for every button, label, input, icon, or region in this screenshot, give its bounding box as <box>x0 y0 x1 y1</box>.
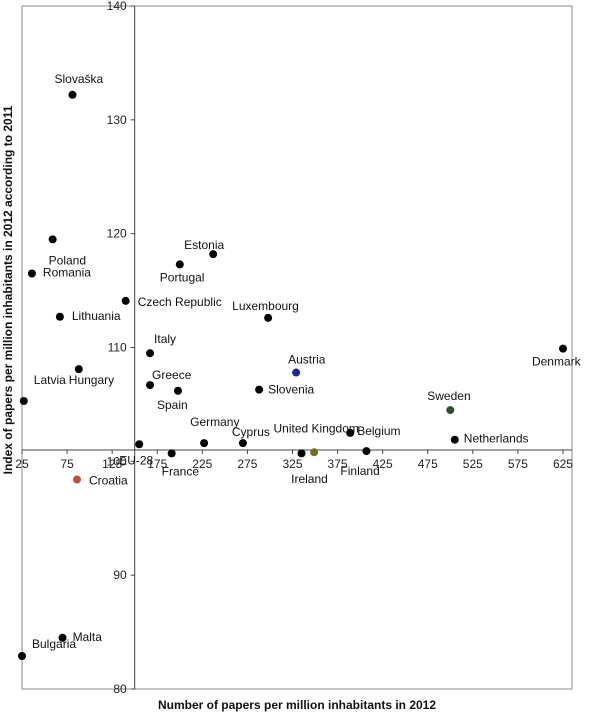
data-point-netherlands <box>450 435 459 444</box>
point-label-austria: Austria <box>288 353 326 367</box>
point-label-estonia: Estonia <box>184 238 224 252</box>
data-point-latvia <box>19 397 28 406</box>
plot-area-border <box>21 5 573 690</box>
point-label-croatia: Croatia <box>89 474 128 488</box>
x-tick-label: 575 <box>508 457 528 471</box>
point-label-cyprus: Cyprus <box>232 425 270 439</box>
point-label-poland: Poland <box>49 253 86 267</box>
data-point-france <box>167 449 176 458</box>
point-label-bulgaria: Bulgaria <box>32 637 76 651</box>
x-tick-label: 275 <box>237 457 257 471</box>
x-tick-label: 375 <box>328 457 348 471</box>
data-point-malta <box>58 633 67 642</box>
y-tick-label: 110 <box>108 341 127 355</box>
point-label-germany: Germany <box>190 415 239 429</box>
data-point-italy <box>146 349 155 358</box>
data-point-slovenia <box>255 385 264 394</box>
data-point-cyprus <box>238 439 247 448</box>
y-axis-title: Index of papers per million inhabitants … <box>1 105 15 474</box>
data-point-luxembourg <box>264 313 273 322</box>
point-label-belgium: Belgium <box>357 424 400 438</box>
data-point-greece <box>146 381 155 390</box>
data-point-bulgaria <box>18 651 26 660</box>
x-tick-label: 625 <box>553 457 573 471</box>
point-label-spain: Spain <box>157 398 188 412</box>
point-label-united-kingdom: United Kingdom <box>274 421 359 435</box>
data-point-czech-republic <box>121 296 130 305</box>
data-point-hungary <box>74 365 83 374</box>
point-label-slova-ka: Slovaška <box>54 72 103 86</box>
x-tick-label: 175 <box>147 457 167 471</box>
data-point-romania <box>27 269 36 278</box>
point-label-malta: Malta <box>73 630 103 644</box>
point-label-lithuania: Lithuania <box>72 309 121 323</box>
data-point-ireland <box>310 448 319 457</box>
data-point-portugal <box>175 260 184 269</box>
data-point-germany <box>200 439 209 448</box>
y-tick-label: 140 <box>107 0 127 13</box>
point-label-finland: Finland <box>340 464 379 478</box>
y-tick-label: 120 <box>107 227 127 241</box>
data-point-eu-28 <box>135 440 144 449</box>
data-points <box>18 90 567 660</box>
data-point-croatia <box>73 475 81 484</box>
data-point-belgium <box>346 428 355 437</box>
point-label-portugal: Portugal <box>160 270 205 284</box>
point-label-greece: Greece <box>152 368 192 382</box>
x-axis-ticks: 25 75 125 175 225 275 325 375 425 475 525 575 625 <box>15 449 573 471</box>
y-tick-label: 100 <box>107 454 127 468</box>
point-label-denmark: Denmark <box>532 355 582 369</box>
data-point-austria <box>292 368 301 377</box>
point-label-romania: Romania <box>43 266 91 280</box>
data-point-united-kingdom <box>297 449 306 458</box>
data-point-denmark <box>558 344 567 353</box>
data-point-poland <box>48 235 57 244</box>
point-label-france: France <box>162 464 200 478</box>
y-tick-label: 80 <box>113 682 127 696</box>
point-label-ireland: Ireland <box>291 472 328 486</box>
data-point-slova-ka <box>68 90 77 99</box>
y-axis-ticks: 80 90 100 110 120 130 140 <box>107 0 135 696</box>
x-tick-label: 475 <box>418 457 438 471</box>
point-label-slovenia: Slovenia <box>268 383 314 397</box>
x-tick-label: 525 <box>463 457 483 471</box>
point-label-latvia: Latvia <box>34 373 66 387</box>
point-label-eu-28: EU-28 <box>119 453 153 467</box>
x-tick-label: 125 <box>102 457 122 471</box>
data-point-sweden <box>446 406 455 415</box>
x-tick-label: 25 <box>15 457 29 471</box>
point-label-netherlands: Netherlands <box>464 432 529 446</box>
x-tick-label: 75 <box>60 457 74 471</box>
point-label-hungary: Hungary <box>69 373 114 387</box>
x-tick-label: 425 <box>373 457 393 471</box>
point-label-sweden: Sweden <box>427 389 470 403</box>
x-tick-label: 325 <box>282 457 302 471</box>
point-label-luxembourg: Luxembourg <box>232 299 299 313</box>
data-point-finland <box>362 447 371 456</box>
data-point-spain <box>173 386 182 395</box>
data-point-estonia <box>209 250 218 259</box>
point-label-czech-republic: Czech Republic <box>138 295 222 309</box>
y-tick-label: 90 <box>113 568 127 582</box>
point-label-italy: Italy <box>154 332 176 346</box>
x-tick-label: 225 <box>192 457 212 471</box>
x-axis-title: Number of papers per million inhabitants… <box>158 698 436 712</box>
data-point-lithuania <box>55 312 64 321</box>
y-tick-label: 130 <box>107 113 127 127</box>
